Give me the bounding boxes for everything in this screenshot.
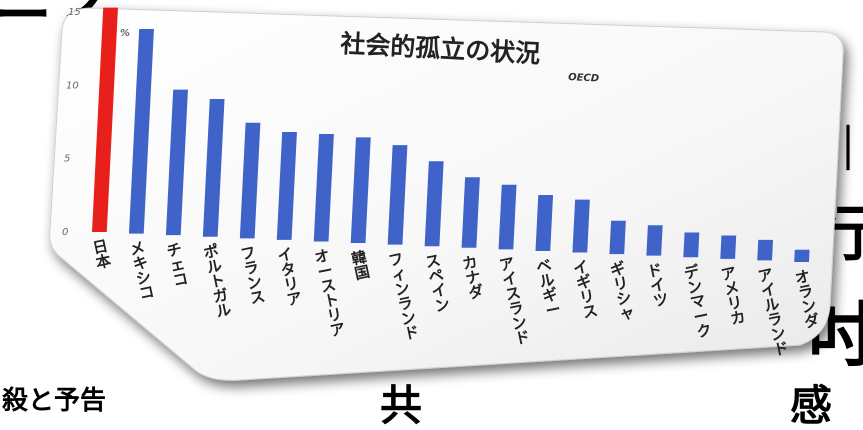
bar-10 (424, 161, 444, 247)
category-label-14: イギリス (572, 257, 600, 322)
chart-card: 社会的孤立の状況 OECD % 日本メキシコチェコポルトガルフランスイタリアオー… (49, 7, 844, 381)
category-label-1: 日本 (91, 237, 113, 272)
category-label-16: ドイツ (645, 260, 670, 310)
y-axis-unit-label: % (120, 28, 130, 39)
bar-2 (128, 29, 154, 234)
category-label-3: チェコ (165, 240, 190, 290)
bar-15 (609, 220, 626, 255)
category-label-20: オランダ (793, 267, 821, 332)
category-label-8: 韓国 (350, 248, 372, 283)
bar-11 (461, 177, 480, 248)
chart-card-panel (49, 7, 844, 381)
plot-area: 日本メキシコチェコポルトガルフランスイタリアオーストリア韓国フィンランドスペイン… (62, 7, 821, 359)
bar-5 (239, 122, 261, 239)
bar-19 (757, 239, 774, 261)
category-label-6: イタリア (276, 245, 304, 310)
bar-1 (92, 7, 118, 232)
bar-20 (794, 249, 810, 262)
category-label-10: スペイン (424, 251, 452, 316)
category-label-5: フランス (239, 243, 267, 308)
bar-14 (572, 199, 590, 253)
category-label-11: カナダ (461, 253, 486, 303)
category-label-15: ギリシャ (609, 259, 637, 324)
y-tick-label-15: 15 (68, 7, 81, 18)
category-label-9: フィンランド (387, 249, 421, 343)
background-text-fragment-bottom-left: 殺と予告 (2, 386, 107, 416)
chart-source: OECD (568, 72, 600, 85)
y-tick-label-0: 0 (62, 227, 68, 238)
bar-3 (165, 89, 188, 236)
bar-12 (498, 184, 517, 250)
category-label-19: アイルランド (756, 265, 790, 359)
category-label-4: ポルトガル (202, 241, 233, 320)
category-label-13: ベルギー (535, 256, 563, 321)
bar-9 (387, 145, 408, 245)
category-label-7: オーストリア (313, 246, 347, 340)
bar-6 (276, 132, 297, 240)
y-tick-label-10: 10 (66, 80, 79, 91)
bar-18 (720, 235, 737, 259)
category-label-17: デンマーク (682, 262, 714, 342)
category-label-12: アイスランド (498, 254, 532, 348)
bar-7 (313, 134, 334, 242)
bar-4 (202, 99, 225, 237)
category-label-2: メキシコ (128, 238, 156, 303)
bar-8 (350, 137, 371, 244)
bar-16 (646, 225, 663, 256)
bar-13 (535, 194, 554, 251)
y-tick-label-5: 5 (64, 154, 70, 165)
category-label-18: アメリカ (719, 264, 747, 329)
bar-17 (683, 232, 700, 258)
